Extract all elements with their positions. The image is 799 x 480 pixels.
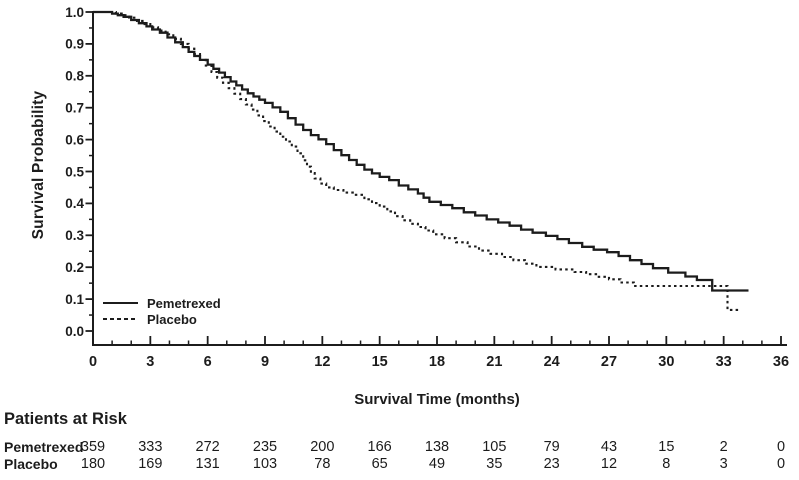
- y-axis-title: Survival Probability: [30, 90, 47, 240]
- x-tick-label: 21: [486, 354, 502, 370]
- pemetrexed-curve: [93, 10, 749, 292]
- y-tick-label: 0.0: [65, 324, 84, 339]
- x-tick-label: 0: [89, 354, 97, 370]
- x-tick-label: 24: [544, 354, 560, 370]
- risk-count: 169: [138, 456, 163, 472]
- axis-ticks: [85, 11, 782, 345]
- risk-count: 138: [424, 439, 450, 455]
- risk-table-header: Patients at Risk: [4, 410, 127, 428]
- x-tick-label: 6: [204, 354, 212, 370]
- y-tick-label: 0.2: [65, 260, 84, 275]
- risk-count: 23: [543, 456, 560, 472]
- axis-tick-labels: 0.00.10.20.30.40.50.60.70.80.91.00 3 6 9 12 1…: [65, 5, 789, 370]
- risk-count: 79: [543, 439, 560, 455]
- legend: Pemetrexed Placebo: [103, 295, 221, 327]
- x-tick-label: 9: [261, 354, 269, 370]
- x-tick-label: 30: [658, 354, 674, 370]
- pemetrexed-solid-line-sample: [103, 302, 138, 304]
- x-tick-label: 33: [716, 354, 732, 370]
- y-tick-label: 0.3: [65, 228, 84, 243]
- risk-count: 43: [600, 439, 618, 455]
- risk-count: 49: [428, 456, 446, 472]
- x-tick-label: 3: [146, 354, 154, 370]
- x-tick-label: 27: [601, 354, 617, 370]
- risk-count: 8: [662, 456, 671, 472]
- risk-count: 15: [658, 439, 675, 455]
- y-tick-label: 0.8: [65, 69, 84, 84]
- x-tick-label: 12: [314, 354, 330, 370]
- legend-entry-placebo: Placebo: [103, 311, 221, 327]
- placebo-dashed-line-sample: [103, 318, 138, 320]
- risk-count: 103: [252, 456, 278, 472]
- y-tick-label: 0.9: [65, 37, 84, 52]
- y-tick-label: 0.1: [65, 292, 84, 307]
- x-tick-label: 18: [429, 354, 445, 370]
- y-tick-label: 0.5: [65, 164, 84, 179]
- risk-count: 105: [482, 439, 507, 455]
- legend-label-pemetrexed: Pemetrexed: [147, 295, 221, 311]
- x-axis-title: Survival Time (months): [354, 391, 520, 408]
- survival-curves: [93, 10, 749, 311]
- risk-count: 35: [486, 456, 503, 472]
- legend-label-placebo: Placebo: [147, 311, 197, 327]
- risk-count: 333: [138, 439, 163, 455]
- risk-count: 78: [314, 456, 331, 472]
- risk-count: 235: [252, 439, 278, 455]
- risk-count: 166: [367, 439, 392, 455]
- risk-count: 12: [600, 456, 618, 472]
- risk-count: 359: [80, 439, 106, 455]
- risk-row-label-placebo: Placebo: [4, 456, 58, 472]
- risk-count: 65: [371, 456, 388, 472]
- risk-count: 200: [310, 439, 335, 455]
- risk-count: 131: [195, 456, 220, 472]
- risk-count: 0: [776, 439, 786, 455]
- risk-count: 272: [195, 439, 220, 455]
- y-tick-label: 0.6: [65, 132, 84, 147]
- y-tick-label: 0.4: [65, 196, 84, 211]
- placebo-curve: [93, 10, 739, 311]
- risk-count: 0: [776, 456, 786, 472]
- y-tick-label: 0.7: [65, 101, 84, 116]
- risk-count: 180: [80, 456, 106, 472]
- plot-area: 0.00.10.20.30.40.50.60.70.80.91.00 3 6 9 12 1…: [65, 5, 789, 370]
- risk-row-label-pemetrexed: Pemetrexed: [4, 439, 84, 455]
- risk-count: 3: [719, 456, 728, 472]
- x-tick-label: 15: [372, 354, 388, 370]
- y-tick-label: 1.0: [65, 5, 84, 20]
- risk-count: 2: [719, 439, 728, 455]
- legend-entry-pemetrexed: Pemetrexed: [103, 295, 221, 311]
- x-tick-label: 36: [773, 354, 789, 370]
